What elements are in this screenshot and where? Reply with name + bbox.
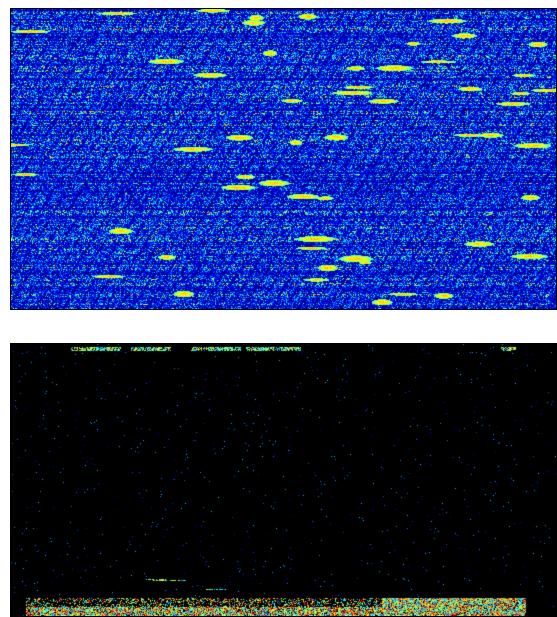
heatmap-panel-top [10, 8, 557, 310]
heatmap-canvas-bottom [11, 344, 556, 616]
heatmap-panel-bottom [10, 343, 557, 617]
heatmap-canvas-top [11, 9, 556, 309]
